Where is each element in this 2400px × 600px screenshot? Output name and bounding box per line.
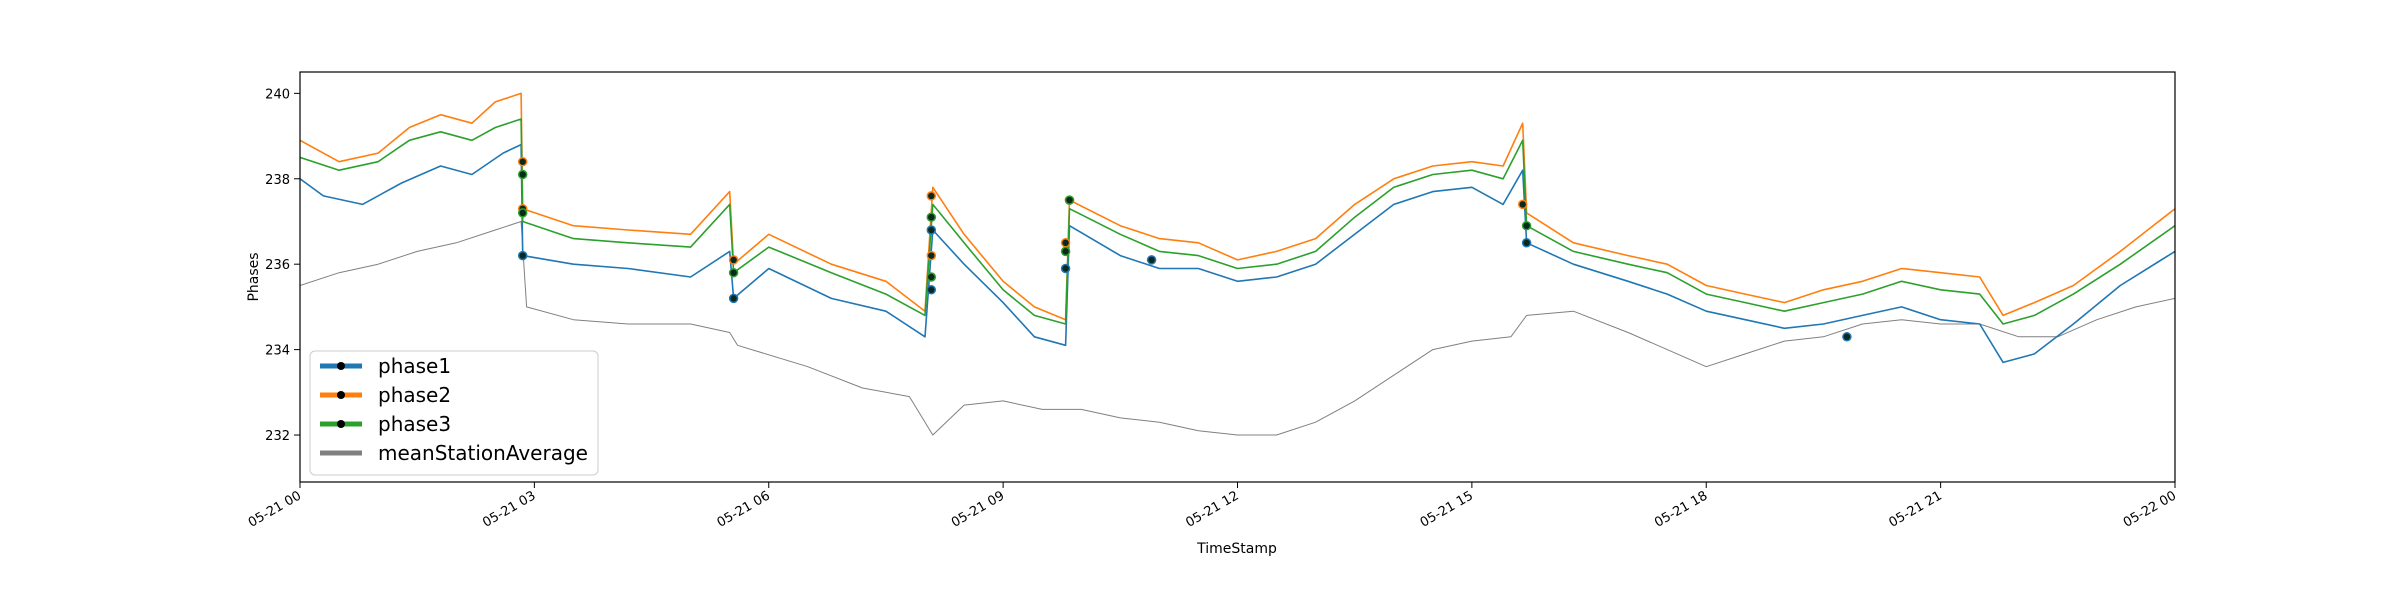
marker-point-phase2 (517, 156, 528, 167)
y-axis: 232 234 236 238 240 (265, 87, 300, 444)
y-tick-label: 240 (265, 87, 290, 102)
legend-label-phase2: phase2 (378, 383, 451, 407)
y-tick-label: 236 (265, 258, 290, 273)
marker-point-phase3 (926, 272, 937, 282)
legend-marker-phase2 (337, 391, 345, 399)
marker-point-phase1 (926, 285, 937, 295)
legend-label-phase1: phase1 (378, 354, 451, 378)
series-line-phase1 (300, 143, 2175, 364)
series-line-phase3 (300, 118, 2175, 325)
marker-point-phase1 (926, 225, 937, 235)
marker-point-phase3 (1064, 195, 1075, 205)
marker-point-phase1 (1060, 263, 1071, 274)
y-axis-label: Phases (246, 252, 262, 301)
legend-label-meanStationAverage: meanStationAverage (378, 441, 588, 465)
legend: phase1 phase2 phase3 meanStationAverage (309, 350, 599, 476)
marker-layer (517, 156, 1852, 342)
legend-marker-phase1 (337, 362, 345, 370)
marker-point-phase1 (1842, 332, 1852, 342)
y-tick-label: 238 (265, 173, 290, 188)
marker-point-phase3 (1521, 220, 1532, 231)
series-line-meanStationAverage (300, 221, 2175, 436)
series-line-phase2 (300, 92, 2175, 321)
marker-point-phase3 (728, 267, 739, 278)
marker-point-phase1 (1521, 238, 1532, 248)
legend-marker-phase3 (337, 420, 345, 428)
marker-point-phase2 (926, 191, 937, 201)
marker-point-phase3 (926, 212, 937, 222)
y-tick-label: 232 (265, 429, 290, 444)
marker-point-phase1 (1146, 255, 1157, 265)
x-axis-label: TimeStamp (1196, 541, 1277, 557)
marker-point-phase2 (1060, 238, 1071, 248)
series-layer (300, 92, 2175, 436)
marker-point-phase2 (728, 255, 739, 265)
marker-point-phase3 (1060, 246, 1071, 257)
marker-point-phase3 (517, 169, 528, 180)
marker-point-phase3 (517, 208, 528, 218)
marker-point-phase2 (1517, 199, 1528, 210)
marker-point-phase2 (926, 250, 937, 261)
marker-point-phase1 (517, 250, 528, 261)
legend-label-phase3: phase3 (378, 412, 451, 436)
marker-point-phase1 (728, 293, 739, 304)
y-tick-label: 234 (265, 344, 290, 359)
legend-box (309, 350, 599, 476)
